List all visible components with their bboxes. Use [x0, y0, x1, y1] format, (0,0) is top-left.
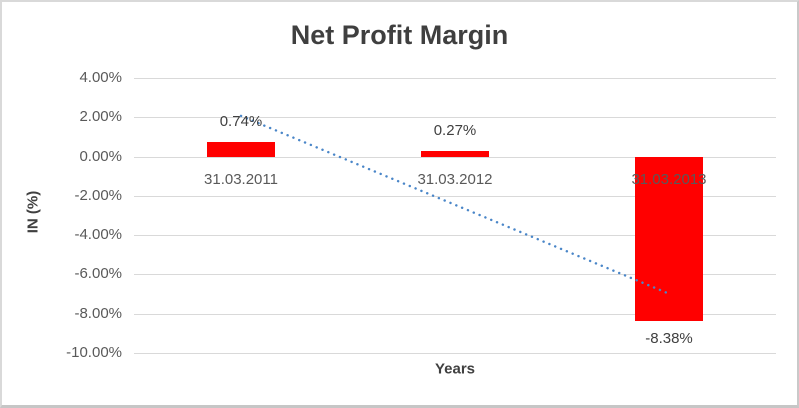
bar-31.03.2012 — [421, 151, 489, 157]
data-label: -8.38% — [645, 330, 693, 348]
y-axis-title: IN (%) — [24, 190, 42, 234]
category-label: 31.03.2011 — [204, 171, 278, 188]
gridline — [134, 235, 776, 237]
category-label: 31.03.2013 — [631, 171, 707, 188]
y-axis-tick-label: 2.00% — [79, 108, 122, 126]
y-axis-tick-label: -4.00% — [74, 226, 122, 244]
chart-title: Net Profit Margin — [290, 20, 509, 50]
gridline — [134, 78, 776, 79]
gridline — [134, 274, 776, 276]
gridline — [134, 156, 776, 158]
bar-31.03.2013 — [635, 156, 703, 322]
category-label: 31.03.2012 — [417, 171, 493, 188]
gridline — [134, 195, 776, 197]
data-label: 0.27% — [433, 122, 477, 140]
y-axis-tick-label: -6.00% — [74, 265, 122, 283]
bar-31.03.2011 — [207, 142, 275, 157]
trendline-dotted — [239, 114, 671, 295]
gridline — [134, 313, 776, 315]
y-axis-tick-label: 4.00% — [79, 69, 122, 86]
y-axis-tick-label: -8.00% — [74, 304, 122, 322]
gridline — [134, 353, 776, 354]
x-axis-title: Years — [434, 360, 476, 378]
y-axis-tick-label: -2.00% — [74, 186, 122, 204]
data-label: 0.74% — [219, 113, 263, 130]
y-axis-tick-label: -10.00% — [66, 344, 122, 361]
y-axis-tick-label: 0.00% — [79, 147, 122, 165]
gridline — [134, 117, 776, 119]
